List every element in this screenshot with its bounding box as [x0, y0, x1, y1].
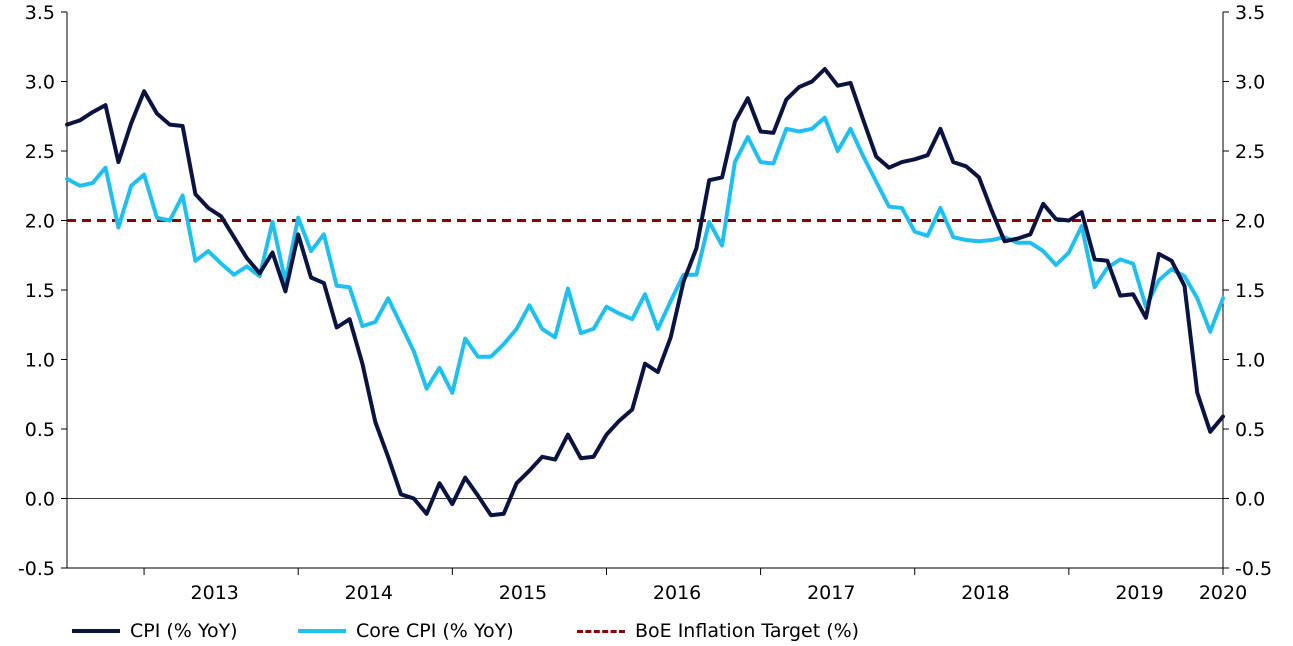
y-tick-label-right: -0.5	[1235, 558, 1272, 580]
y-tick-label-right: 0.5	[1235, 419, 1265, 441]
x-tick-label: 2013	[191, 582, 239, 604]
x-axis: 2013 2014 2015 2016 2017 2018 2019 2020	[67, 498, 1247, 604]
legend-item-cpi: CPI (% YoY)	[72, 616, 238, 646]
left-y-axis: -0.5 0.0 0.5 1.0 1.5 2.0 2.5 3.0 3.5	[18, 2, 68, 580]
y-tick-label-left: -0.5	[18, 558, 55, 580]
y-tick-label-left: 0.5	[25, 419, 55, 441]
y-tick-label-left: 2.5	[25, 141, 55, 163]
legend-item-core-cpi: Core CPI (% YoY)	[298, 616, 514, 646]
legend-label-boe-target: BoE Inflation Target (%)	[635, 620, 860, 642]
series-line-cpi	[65, 67, 1225, 518]
legend-label-cpi: CPI (% YoY)	[130, 620, 238, 642]
y-tick-label-left: 1.0	[25, 350, 55, 372]
y-tick-label-left: 0.0	[25, 489, 55, 511]
y-tick-label-left: 3.5	[25, 2, 55, 24]
series-line-core-cpi	[65, 115, 1225, 395]
legend-label-core-cpi: Core CPI (% YoY)	[356, 620, 514, 642]
x-tick-label: 2016	[653, 582, 701, 604]
legend-swatch-core-cpi	[298, 629, 346, 633]
y-tick-label-right: 3.0	[1235, 72, 1265, 94]
x-tick-label: 2020	[1199, 582, 1247, 604]
chart-legend: CPI (% YoY) Core CPI (% YoY) BoE Inflati…	[0, 616, 1293, 646]
y-tick-label-right: 3.5	[1235, 2, 1265, 24]
legend-swatch-cpi	[72, 629, 120, 633]
y-tick-label-right: 1.0	[1235, 350, 1265, 372]
x-tick-label: 2015	[499, 582, 547, 604]
right-y-axis: -0.5 0.0 0.5 1.0 1.5 2.0 2.5 3.0 3.5	[1222, 2, 1272, 580]
y-tick-label-left: 3.0	[25, 72, 55, 94]
x-tick-label: 2014	[345, 582, 393, 604]
y-tick-label-right: 2.5	[1235, 141, 1265, 163]
y-tick-label-right: 2.0	[1235, 211, 1265, 233]
y-tick-label-left: 2.0	[25, 211, 55, 233]
x-tick-label: 2018	[961, 582, 1009, 604]
line-chart: -0.5 0.0 0.5 1.0 1.5 2.0 2.5 3.0 3.5 -0.5 0.0 0.5 1…	[18, 2, 1272, 604]
series-layer	[65, 67, 1225, 518]
y-tick-label-right: 0.0	[1235, 489, 1265, 511]
legend-item-boe-target: BoE Inflation Target (%)	[577, 616, 859, 646]
y-tick-label-left: 1.5	[25, 280, 55, 302]
x-tick-label: 2019	[1115, 582, 1163, 604]
legend-swatch-boe-target	[577, 629, 625, 633]
x-tick-label: 2017	[807, 582, 855, 604]
y-tick-label-right: 1.5	[1235, 280, 1265, 302]
